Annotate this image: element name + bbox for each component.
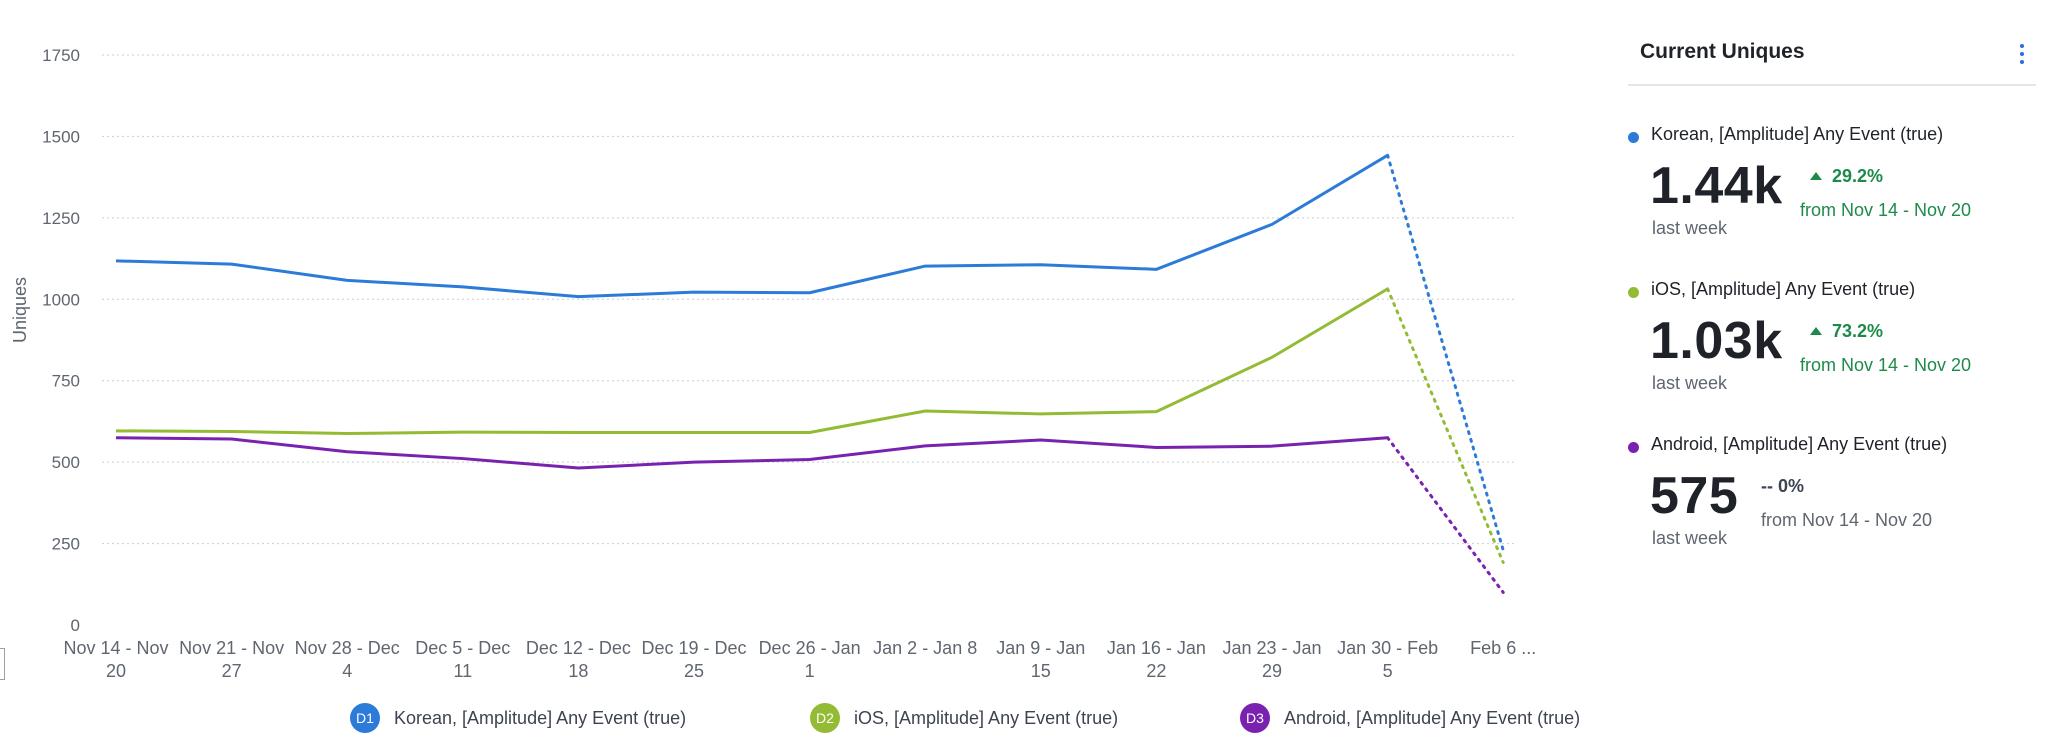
stat-change: 73.2% (1810, 321, 1883, 342)
x-tick-label-line2: 1 (805, 661, 815, 681)
stat-comparison: from Nov 14 - Nov 20 (1800, 200, 1972, 220)
y-axis-title: Uniques (10, 277, 30, 343)
x-tick-label: Jan 16 - Jan (1107, 638, 1206, 658)
x-tick-label-line2: 25 (684, 661, 704, 681)
legend-badge-d1: D1 (350, 703, 380, 733)
x-tick-label: Jan 9 - Jan (996, 638, 1085, 658)
x-tick-label-line2: 15 (1031, 661, 1051, 681)
stat-period: last week (1652, 373, 1728, 393)
y-tick-label: 250 (52, 535, 80, 554)
x-tick-label: Dec 12 - Dec (526, 638, 631, 658)
kebab-menu-icon[interactable] (2012, 42, 2032, 66)
legend-label: iOS, [Amplitude] Any Event (true) (854, 707, 1119, 728)
current-uniques-panel: Current Uniques Korean, [Amplitude] Any … (1628, 0, 2042, 753)
series-incomplete-segment (1386, 436, 1505, 594)
x-tick-label-line2: 29 (1262, 661, 1282, 681)
x-tick-label: Feb 6 ... (1470, 638, 1536, 658)
legend-badge-d2: D2 (810, 703, 840, 733)
panel-title: Current Uniques (1640, 40, 1805, 63)
legend-label: Korean, [Amplitude] Any Event (true) (394, 707, 687, 728)
legend-item-ios[interactable]: D2 iOS, [Amplitude] Any Event (true) (810, 700, 1118, 736)
x-tick-label: Dec 5 - Dec (415, 638, 510, 658)
legend-badge-d3: D3 (1240, 703, 1270, 733)
chart-canvas: 0 250 500 750 1000 1250 1500 1750 Uniques Nov 14 … (10, 46, 1536, 681)
series-incomplete-segment (1386, 287, 1505, 564)
series-color-dot (1628, 287, 1639, 298)
chart-legend: D1 Korean, [Amplitude] Any Event (true) … (350, 700, 1630, 736)
legend-item-android[interactable]: D3 Android, [Amplitude] Any Event (true) (1240, 700, 1580, 736)
x-tick-label-line2: 20 (106, 661, 126, 681)
y-tick-label: 750 (52, 372, 80, 391)
x-tick-label: Dec 19 - Dec (641, 638, 746, 658)
stat-comparison: from Nov 14 - Nov 20 (1761, 510, 1933, 530)
y-tick-label: 1250 (42, 209, 80, 228)
stat-comparison: from Nov 14 - Nov 20 (1800, 355, 1972, 375)
stat-value: 575 (1650, 467, 1739, 525)
stat-change: -- 0% (1761, 476, 1805, 496)
x-tick-label-line2: 4 (342, 661, 352, 681)
x-tick-label-line2: 22 (1146, 661, 1166, 681)
trend-up-icon (1810, 172, 1822, 180)
line-chart: 0 250 500 750 1000 1250 1500 1750 Uniques Nov 14 … (0, 46, 1580, 733)
series-color-dot (1628, 132, 1639, 143)
x-tick-label: Jan 2 - Jan 8 (873, 638, 977, 658)
legend-label: Android, [Amplitude] Any Event (true) (1284, 707, 1581, 728)
trend-up-icon (1810, 327, 1822, 335)
x-tick-label: Nov 21 - Nov (179, 638, 284, 658)
stat-series-name: Android, [Amplitude] Any Event (true) (1651, 434, 1948, 454)
legend-item-korean[interactable]: D1 Korean, [Amplitude] Any Event (true) (350, 700, 686, 736)
series-incomplete-segment (1386, 153, 1505, 552)
stat-period: last week (1652, 218, 1728, 238)
y-tick-label: 1500 (42, 127, 80, 146)
stat-android: Android, [Amplitude] Any Event (true) 57… (1628, 434, 2036, 584)
series-line-d2[interactable] (115, 287, 1389, 435)
series-line-d1[interactable] (115, 154, 1389, 299)
stat-period: last week (1652, 528, 1728, 548)
stat-series-name: Korean, [Amplitude] Any Event (true) (1651, 124, 1944, 144)
y-tick-label: 0 (71, 616, 80, 635)
x-tick-label-line2: 11 (453, 661, 472, 681)
x-tick-label: Nov 28 - Dec (295, 638, 400, 658)
stat-change: 29.2% (1810, 166, 1883, 187)
stat-korean: Korean, [Amplitude] Any Event (true) 1.4… (1628, 124, 2036, 274)
y-tick-label: 1750 (42, 46, 80, 65)
x-tick-label: Jan 30 - Feb (1337, 638, 1438, 658)
y-tick-label: 500 (52, 453, 80, 472)
y-tick-label: 1000 (42, 290, 80, 309)
x-tick-label: Dec 26 - Jan (759, 638, 861, 658)
stat-value: 1.03k (1650, 312, 1783, 370)
x-tick-label-line2: 27 (222, 661, 242, 681)
series-color-dot (1628, 442, 1639, 453)
x-tick-label: Jan 23 - Jan (1222, 638, 1321, 658)
stat-series-name: iOS, [Amplitude] Any Event (true) (1651, 279, 1916, 299)
scroll-edge-handle[interactable] (0, 648, 5, 680)
stat-value: 1.44k (1650, 157, 1783, 215)
series-line-d3[interactable] (115, 436, 1388, 470)
x-tick-label: Nov 14 - Nov (63, 638, 168, 658)
stat-ios: iOS, [Amplitude] Any Event (true) 1.03k … (1628, 279, 2036, 429)
panel-header: Current Uniques (1628, 28, 2036, 86)
x-tick-label-line2: 18 (568, 661, 588, 681)
x-tick-label-line2: 5 (1383, 661, 1393, 681)
